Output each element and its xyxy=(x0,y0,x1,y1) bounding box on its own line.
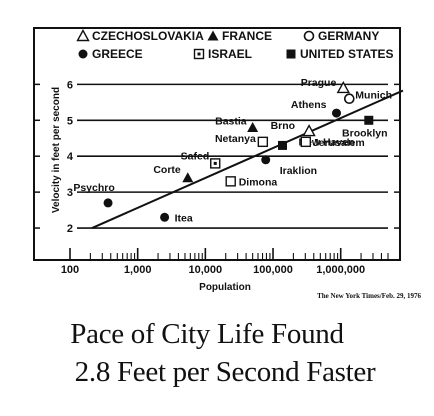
point-label: Psychro xyxy=(73,182,114,194)
legend-entry: GREECE xyxy=(92,47,143,61)
trend-line xyxy=(91,89,404,229)
point-label: Munich xyxy=(355,90,392,102)
x-tick-label: 10,000 xyxy=(189,264,223,276)
point-label: Bastia xyxy=(215,115,247,127)
point-label: Iraklion xyxy=(280,165,317,177)
point-label: Itea xyxy=(175,212,193,224)
legend-entry: UNITED STATES xyxy=(300,47,394,61)
data-point xyxy=(103,198,113,208)
point-label: Brno xyxy=(271,120,296,132)
data-point xyxy=(364,115,374,125)
data-point xyxy=(277,140,287,150)
y-tick-label: 4 xyxy=(67,151,74,163)
point-label: Safed xyxy=(181,150,210,162)
data-point xyxy=(332,108,342,118)
legend-marker xyxy=(78,49,88,59)
data-point xyxy=(247,121,259,132)
data-point xyxy=(210,158,221,169)
point-label: Corte xyxy=(153,164,181,176)
point-label: New Haven xyxy=(298,136,354,148)
y-tick-label: 2 xyxy=(67,223,73,235)
chart: 2 3 4 5 6 100 1,000 10,000 100,000 1,000,000 Pop… xyxy=(33,27,404,293)
x-tick-label: 1,000,000 xyxy=(316,264,365,276)
y-tick-label: 5 xyxy=(67,115,73,127)
legend-entry: CZECHOSLOVAKIA xyxy=(92,29,204,43)
y-axis-label: Velocity in feet per second xyxy=(51,87,62,213)
plot-frame xyxy=(33,27,401,261)
data-point xyxy=(257,136,269,148)
y-tick-label: 6 xyxy=(67,79,73,91)
grid-lines xyxy=(77,83,388,229)
y-axis-ticks: 2 3 4 5 6 xyxy=(34,79,400,235)
data-point xyxy=(261,155,271,165)
point-label: Dimona xyxy=(239,176,278,188)
legend-marker xyxy=(76,29,90,42)
x-axis-label: Population xyxy=(199,282,251,293)
data-point xyxy=(300,136,311,148)
legend-marker xyxy=(193,48,205,60)
data-point xyxy=(160,212,170,222)
headline: Pace of City Life Found xyxy=(70,318,344,350)
legend-entry: FRANCE xyxy=(222,29,272,43)
legend-marker xyxy=(303,30,315,42)
subheadline: 2.8 Feet per Second Faster xyxy=(74,356,376,388)
point-label: Jerusalem xyxy=(313,137,365,149)
x-tick-label: 100,000 xyxy=(253,264,293,276)
y-tick-label: 3 xyxy=(67,187,73,199)
point-label: Prague xyxy=(301,77,337,89)
data-point xyxy=(343,93,355,105)
source-credit: The New York Times/Feb. 29, 1976 xyxy=(317,292,421,300)
data-point xyxy=(336,81,350,94)
legend-marker xyxy=(286,49,296,59)
data-point xyxy=(225,176,236,187)
legend-entry: ISRAEL xyxy=(208,47,252,61)
point-label: Brooklyn xyxy=(342,127,388,139)
legend: CZECHOSLOVAKIA FRANCE GERMANY GREECE ISRAEL U… xyxy=(76,29,394,61)
legend-entry: GERMANY xyxy=(318,29,379,43)
point-label: Athens xyxy=(291,99,327,111)
data-point xyxy=(182,172,194,183)
x-tick-label: 100 xyxy=(61,264,79,276)
data-point xyxy=(302,124,316,137)
x-tick-label: 1,000 xyxy=(124,264,152,276)
legend-marker xyxy=(207,30,219,41)
x-axis-ticks: 100 1,000 10,000 100,000 1,000,000 xyxy=(61,248,389,276)
point-label: Netanya xyxy=(215,133,256,145)
